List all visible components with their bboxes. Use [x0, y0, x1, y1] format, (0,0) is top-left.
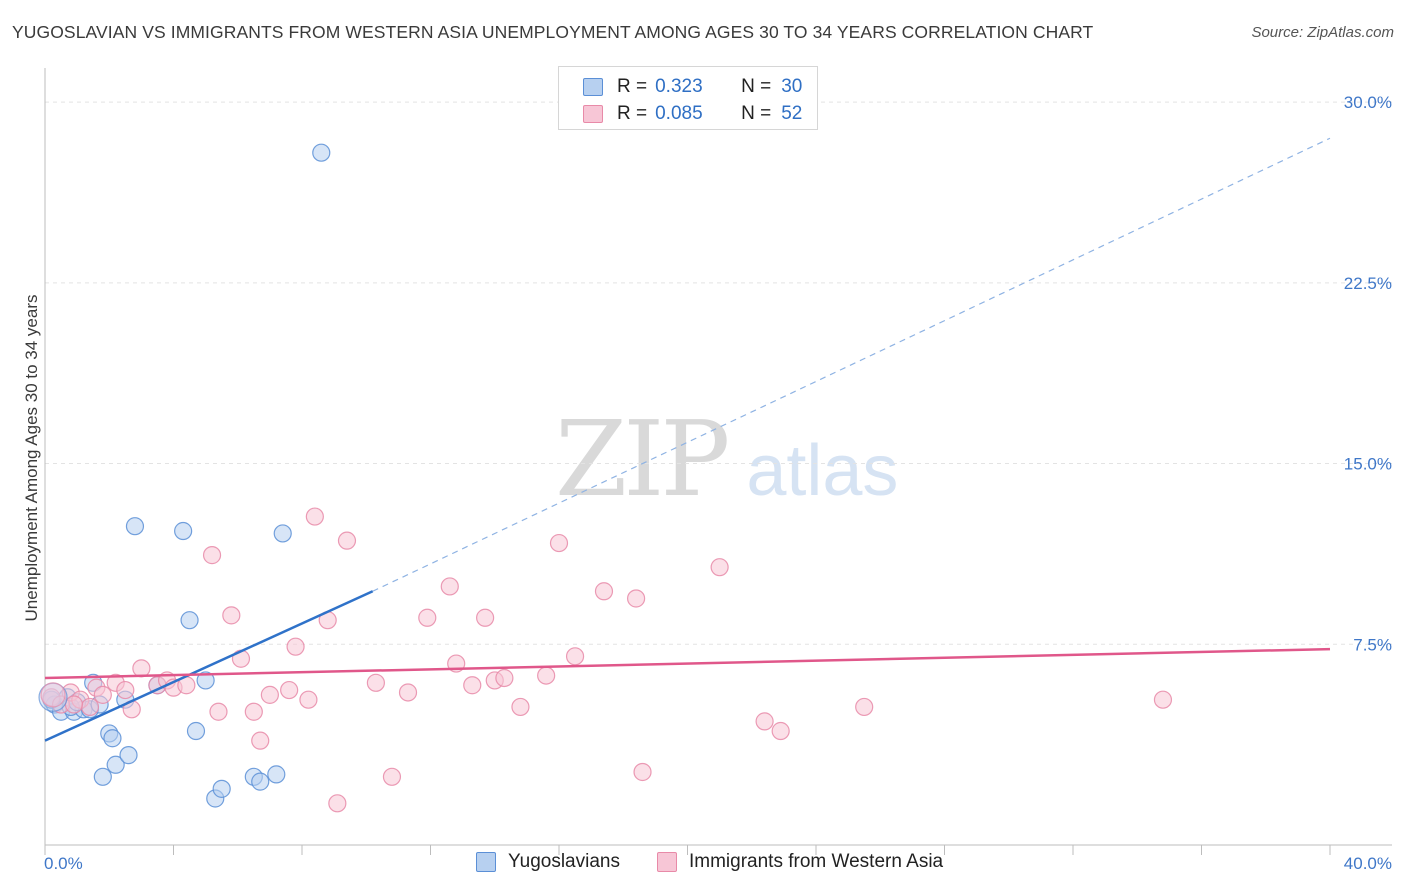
series-swatch-pink — [657, 852, 677, 872]
legend-r-label: R = — [617, 103, 648, 124]
legend-swatch-blue — [583, 78, 603, 96]
western-asia-trend-line — [44, 647, 1331, 680]
yugoslavian-point — [251, 772, 270, 791]
western-asia-point — [549, 533, 569, 553]
x-tick-label: 40.0% — [1344, 854, 1392, 873]
western-asia-point — [80, 697, 100, 717]
yugoslavian-trend-extension — [372, 137, 1331, 592]
y-tick-label: 22.5% — [1344, 274, 1392, 293]
series-swatch-blue — [476, 852, 496, 872]
series-legend-label: Immigrants from Western Asia — [689, 851, 944, 872]
western-asia-point — [537, 666, 556, 685]
yugoslavian-point — [273, 524, 292, 543]
western-asia-point — [132, 659, 151, 678]
legend-n-value: 30 — [781, 76, 803, 97]
western-asia-point — [495, 668, 514, 688]
yugoslavian-point — [196, 671, 215, 690]
yugoslavian-point — [174, 521, 193, 541]
western-asia-point — [222, 606, 241, 625]
correlation-legend: R = 0.323 N = 30 R = 0.085 N = 52 — [558, 66, 818, 130]
western-asia-point — [328, 794, 347, 813]
series-legend-item-yugoslavians[interactable]: Yugoslavians — [476, 851, 620, 873]
watermark: ZIP atlas — [555, 398, 898, 520]
western-asia-point — [260, 685, 279, 704]
western-asia-point — [337, 531, 357, 550]
western-asia-point — [755, 712, 774, 731]
western-asia-point — [280, 680, 299, 700]
legend-r-value: 0.085 — [655, 103, 703, 124]
western-asia-point — [710, 558, 729, 577]
western-asia-point — [286, 637, 305, 656]
yugoslavian-point — [186, 721, 206, 741]
yugoslavian-point — [212, 779, 231, 798]
legend-n-value: 52 — [781, 103, 803, 124]
yugoslavian-point — [106, 755, 125, 774]
western-asia-point — [116, 680, 135, 700]
western-asia-point — [299, 690, 318, 709]
source-credit: Source: ZipAtlas.com — [1251, 24, 1394, 41]
series-legend-label: Yugoslavians — [508, 851, 620, 872]
western-asia-point — [251, 731, 270, 750]
western-asia-point — [64, 695, 84, 714]
legend-row-yugoslavians: R = 0.323 N = 30 — [583, 74, 802, 100]
legend-n-label: N = — [741, 103, 772, 124]
western-asia-point — [463, 676, 482, 695]
western-asia-point — [511, 697, 530, 717]
y-tick-label: 30.0% — [1344, 93, 1392, 112]
yugoslavian-point — [180, 611, 199, 630]
western-asia-point — [202, 546, 222, 565]
watermark-atlas: atlas — [746, 431, 899, 511]
western-asia-point — [398, 683, 418, 702]
y-tick-label: 15.0% — [1344, 455, 1392, 474]
legend-r-label: R = — [617, 76, 648, 97]
western-asia-point — [626, 589, 646, 608]
western-asia-point — [440, 577, 459, 596]
yugoslavian-point — [119, 746, 138, 765]
chart-title: YUGOSLAVIAN VS IMMIGRANTS FROM WESTERN A… — [12, 22, 1094, 42]
western-asia-point — [93, 685, 112, 704]
western-asia-point — [771, 721, 790, 741]
yugoslavian-point — [103, 729, 122, 748]
western-asia-point — [565, 647, 585, 666]
western-asia-point — [366, 673, 385, 692]
yugoslavian-point — [312, 143, 331, 162]
western-asia-point — [476, 608, 495, 627]
legend-n-label: N = — [741, 76, 772, 97]
y-tick-label: 7.5% — [1353, 635, 1392, 654]
yugoslavian-point — [267, 765, 286, 784]
western-asia-point — [244, 702, 263, 721]
series-legend-item-western-asia[interactable]: Immigrants from Western Asia — [657, 851, 943, 873]
yugoslavian-trend-line — [44, 590, 374, 742]
series-legend: Yugoslavians Immigrants from Western Asi… — [0, 851, 1406, 877]
yugoslavian-point — [93, 767, 112, 786]
western-asia-point — [594, 582, 614, 601]
legend-swatch-pink — [583, 105, 603, 123]
western-asia-point — [305, 507, 324, 526]
legend-r-value: 0.323 — [655, 76, 703, 97]
western-asia-point — [1153, 690, 1173, 709]
western-asia-point — [418, 608, 437, 627]
y-axis-label: Unemployment Among Ages 30 to 34 years — [22, 294, 41, 622]
western-asia-point — [40, 682, 66, 708]
yugoslavian-point — [125, 517, 145, 536]
watermark-zip: ZIP — [555, 398, 730, 520]
western-asia-point — [633, 762, 652, 782]
western-asia-point — [855, 697, 874, 717]
western-asia-point — [209, 702, 228, 721]
legend-row-western-asia: R = 0.085 N = 52 — [583, 101, 802, 127]
x-tick-label: 0.0% — [44, 854, 83, 873]
western-asia-point — [382, 767, 402, 786]
